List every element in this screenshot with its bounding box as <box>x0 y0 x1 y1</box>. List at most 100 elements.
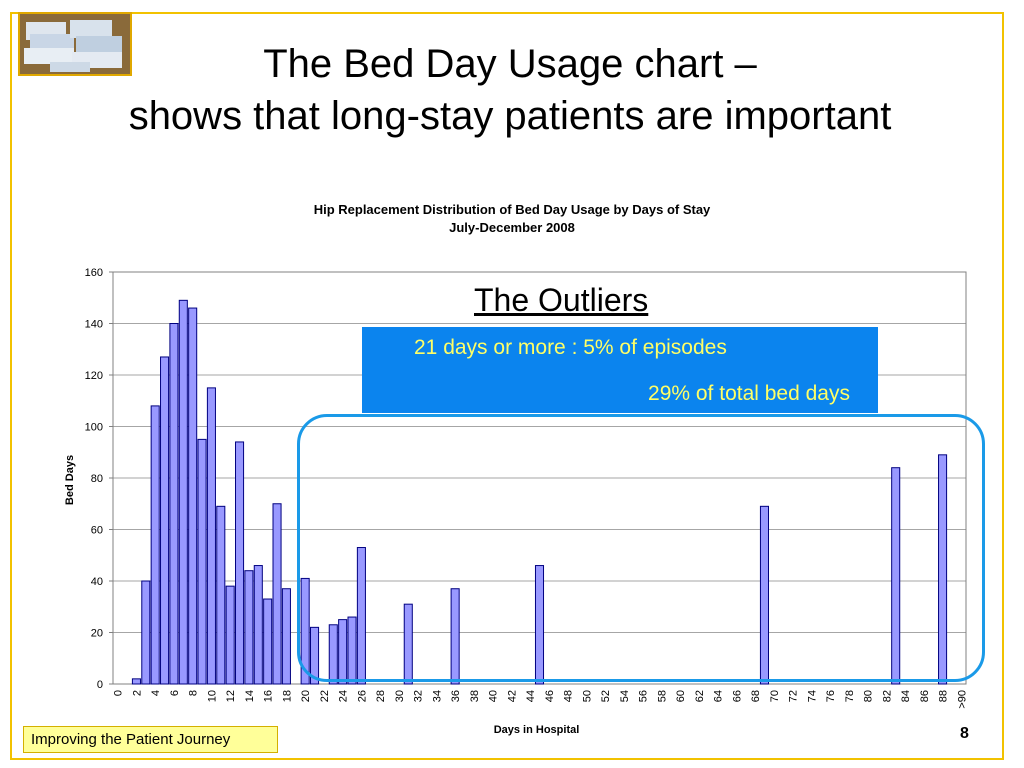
x-tick-label: 36 <box>450 690 462 702</box>
x-tick-label: 78 <box>844 690 856 702</box>
x-tick-label: 62 <box>694 690 706 702</box>
bar <box>328 624 338 685</box>
x-tick-label: >90 <box>956 690 968 709</box>
bar <box>338 619 348 685</box>
bar <box>141 580 151 685</box>
x-tick-label: 14 <box>244 690 256 702</box>
chart-subtitle: July-December 2008 <box>449 220 575 235</box>
x-tick-label: 30 <box>394 690 406 702</box>
x-tick-label: 2 <box>131 690 143 696</box>
slide-title-line2: shows that long-stay patients are import… <box>128 94 892 138</box>
x-tick-label: 42 <box>506 690 518 702</box>
x-tick-label: 32 <box>413 690 425 702</box>
x-tick-label: 54 <box>619 690 631 702</box>
bar <box>300 577 310 685</box>
x-tick-label: 28 <box>375 690 387 702</box>
y-tick-label: 0 <box>97 679 103 691</box>
outliers-highlight-box <box>297 414 985 682</box>
x-tick-label: 26 <box>356 690 368 702</box>
x-tick-label: 44 <box>525 690 537 702</box>
bar <box>891 467 901 685</box>
chart-title: Hip Replacement Distribution of Bed Day … <box>313 202 711 217</box>
footer-label: Improving the Patient Journey <box>23 726 278 753</box>
bar <box>160 356 170 685</box>
y-tick-label: 20 <box>91 628 103 640</box>
x-tick-label: 72 <box>788 690 800 702</box>
bar <box>253 565 263 685</box>
x-tick-label: 34 <box>431 690 443 702</box>
y-tick-label: 160 <box>85 267 103 279</box>
bar <box>216 505 226 685</box>
bar <box>281 588 291 685</box>
x-tick-label: 10 <box>206 690 218 702</box>
y-tick-label: 80 <box>91 473 103 485</box>
x-tick-label: 80 <box>863 690 875 702</box>
x-tick-label: 16 <box>263 690 275 702</box>
bar <box>450 588 460 685</box>
bar <box>263 598 273 685</box>
x-tick-label: 88 <box>938 690 950 702</box>
x-tick-label: 68 <box>750 690 762 702</box>
bar <box>169 323 179 685</box>
y-tick-label: 40 <box>91 576 103 588</box>
outliers-heading: The Outliers <box>474 282 649 318</box>
thumbnail-image <box>18 12 132 76</box>
bar <box>197 438 207 685</box>
page-number: 8 <box>960 725 969 742</box>
bar <box>178 299 188 685</box>
bar <box>131 678 141 685</box>
slide-frame <box>10 12 1004 760</box>
x-tick-label: 64 <box>713 690 725 702</box>
bar <box>356 547 366 685</box>
x-tick-label: 82 <box>881 690 893 702</box>
bar <box>235 441 245 685</box>
x-tick-label: 4 <box>150 690 162 696</box>
x-tick-label: 56 <box>638 690 650 702</box>
x-tick-label: 84 <box>900 690 912 702</box>
x-tick-label: 20 <box>300 690 312 702</box>
bar <box>206 387 216 685</box>
x-tick-label: 66 <box>731 690 743 702</box>
x-tick-label: 50 <box>581 690 593 702</box>
x-tick-label: 60 <box>675 690 687 702</box>
bar <box>225 585 235 685</box>
bar <box>347 616 357 685</box>
y-tick-label: 120 <box>85 370 103 382</box>
bar <box>272 503 282 685</box>
slide-title-line1: The Bed Day Usage chart – <box>263 42 757 86</box>
x-tick-label: 40 <box>488 690 500 702</box>
y-axis-title: Bed Days <box>64 455 76 505</box>
x-tick-label: 18 <box>281 690 293 702</box>
x-tick-label: 48 <box>563 690 575 702</box>
slide-title: The Bed Day Usage chart – shows that lon… <box>40 38 980 142</box>
x-tick-label: 76 <box>825 690 837 702</box>
x-tick-label: 12 <box>225 690 237 702</box>
x-tick-label: 46 <box>544 690 556 702</box>
x-tick-label: 0 <box>113 690 125 696</box>
bar <box>150 405 160 685</box>
x-tick-label: 8 <box>188 690 200 696</box>
x-tick-label: 86 <box>919 690 931 702</box>
bar <box>938 454 948 685</box>
y-tick-label: 140 <box>85 319 103 331</box>
bar <box>403 603 413 685</box>
callout-bed-days-text: 29% of total bed days <box>648 382 850 405</box>
x-tick-label: 52 <box>600 690 612 702</box>
x-tick-label: 74 <box>806 690 818 702</box>
x-tick-label: 6 <box>169 690 181 696</box>
x-axis-title: Days in Hospital <box>494 724 580 736</box>
bar <box>244 570 254 685</box>
x-tick-label: 38 <box>469 690 481 702</box>
outliers-callout: 21 days or more : 5% of episodes 29% of … <box>362 327 878 413</box>
bar <box>759 505 769 685</box>
bar <box>188 307 198 685</box>
callout-episodes-text: 21 days or more : 5% of episodes <box>414 336 727 359</box>
bar <box>534 565 545 685</box>
y-tick-label: 60 <box>91 525 103 537</box>
x-tick-label: 70 <box>769 690 781 702</box>
y-tick-label: 100 <box>85 422 103 434</box>
chart-title-block: Hip Replacement Distribution of Bed Day … <box>200 201 824 237</box>
x-tick-label: 58 <box>656 690 668 702</box>
x-tick-label: 22 <box>319 690 331 702</box>
